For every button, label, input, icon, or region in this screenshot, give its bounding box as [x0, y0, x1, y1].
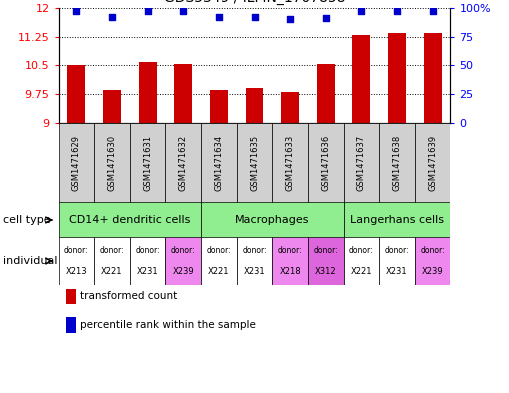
Bar	[201, 237, 237, 285]
Bar	[272, 123, 308, 203]
Text: donor:: donor:	[420, 246, 445, 255]
Bar	[165, 237, 201, 285]
Bar	[66, 288, 76, 304]
Point	[429, 8, 437, 15]
Point	[108, 14, 116, 20]
Bar	[388, 33, 406, 123]
Text: percentile rank within the sample: percentile rank within the sample	[80, 320, 256, 330]
Point	[215, 14, 223, 20]
Point	[179, 8, 187, 15]
Bar	[317, 64, 334, 123]
Text: X239: X239	[422, 267, 443, 276]
Bar	[379, 123, 415, 203]
Bar	[415, 123, 450, 203]
Text: X231: X231	[137, 267, 158, 276]
Bar	[237, 123, 272, 203]
Point	[286, 16, 294, 22]
Bar	[245, 88, 264, 123]
Bar	[237, 237, 272, 285]
Point	[144, 8, 152, 15]
Bar	[352, 35, 370, 123]
Bar	[138, 62, 156, 123]
Text: donor:: donor:	[242, 246, 267, 255]
Text: X312: X312	[315, 267, 336, 276]
Point	[393, 8, 401, 15]
Text: X213: X213	[66, 267, 87, 276]
Title: GDS5349 / ILMN_1707858: GDS5349 / ILMN_1707858	[164, 0, 345, 6]
Bar	[308, 123, 344, 203]
Bar	[201, 123, 237, 203]
Text: GSM1471634: GSM1471634	[214, 135, 223, 191]
Bar	[415, 237, 450, 285]
Text: X221: X221	[351, 267, 372, 276]
Bar	[94, 237, 130, 285]
Text: X231: X231	[244, 267, 265, 276]
Point	[322, 15, 330, 21]
Text: donor:: donor:	[207, 246, 231, 255]
Bar	[201, 202, 344, 238]
Text: X231: X231	[386, 267, 408, 276]
Bar	[59, 123, 94, 203]
Text: X218: X218	[279, 267, 301, 276]
Text: CD14+ dendritic cells: CD14+ dendritic cells	[69, 215, 190, 225]
Text: GSM1471631: GSM1471631	[143, 135, 152, 191]
Text: donor:: donor:	[171, 246, 195, 255]
Text: donor:: donor:	[64, 246, 89, 255]
Point	[72, 8, 80, 15]
Bar	[272, 237, 308, 285]
Text: GSM1471632: GSM1471632	[179, 135, 188, 191]
Text: X221: X221	[101, 267, 123, 276]
Text: donor:: donor:	[314, 246, 338, 255]
Text: GSM1471635: GSM1471635	[250, 135, 259, 191]
Text: GSM1471629: GSM1471629	[72, 135, 81, 191]
Text: Macrophages: Macrophages	[235, 215, 309, 225]
Text: transformed count: transformed count	[80, 291, 177, 301]
Point	[250, 14, 259, 20]
Bar	[94, 123, 130, 203]
Bar	[59, 237, 94, 285]
Bar	[67, 65, 85, 123]
Text: cell type: cell type	[3, 215, 50, 225]
Text: GSM1471630: GSM1471630	[107, 135, 117, 191]
Text: GSM1471639: GSM1471639	[428, 135, 437, 191]
Point	[357, 8, 365, 15]
Bar	[210, 90, 228, 123]
Bar	[165, 123, 201, 203]
Text: donor:: donor:	[278, 246, 302, 255]
Bar	[344, 123, 379, 203]
Text: donor:: donor:	[385, 246, 409, 255]
Text: X221: X221	[208, 267, 230, 276]
Bar	[59, 202, 201, 238]
Text: individual: individual	[3, 256, 57, 266]
Text: GSM1471636: GSM1471636	[321, 135, 330, 191]
Bar	[344, 237, 379, 285]
Text: GSM1471638: GSM1471638	[392, 135, 402, 191]
Text: donor:: donor:	[100, 246, 124, 255]
Bar	[130, 123, 165, 203]
Bar	[103, 90, 121, 123]
Text: donor:: donor:	[349, 246, 374, 255]
Text: donor:: donor:	[135, 246, 160, 255]
Bar	[344, 202, 450, 238]
Bar	[66, 317, 76, 332]
Text: GSM1471633: GSM1471633	[286, 135, 295, 191]
Text: GSM1471637: GSM1471637	[357, 135, 366, 191]
Bar	[281, 92, 299, 123]
Text: X239: X239	[173, 267, 194, 276]
Bar	[174, 64, 192, 123]
Text: Langerhans cells: Langerhans cells	[350, 215, 444, 225]
Bar	[379, 237, 415, 285]
Bar	[130, 237, 165, 285]
Bar	[423, 33, 441, 123]
Bar	[308, 237, 344, 285]
